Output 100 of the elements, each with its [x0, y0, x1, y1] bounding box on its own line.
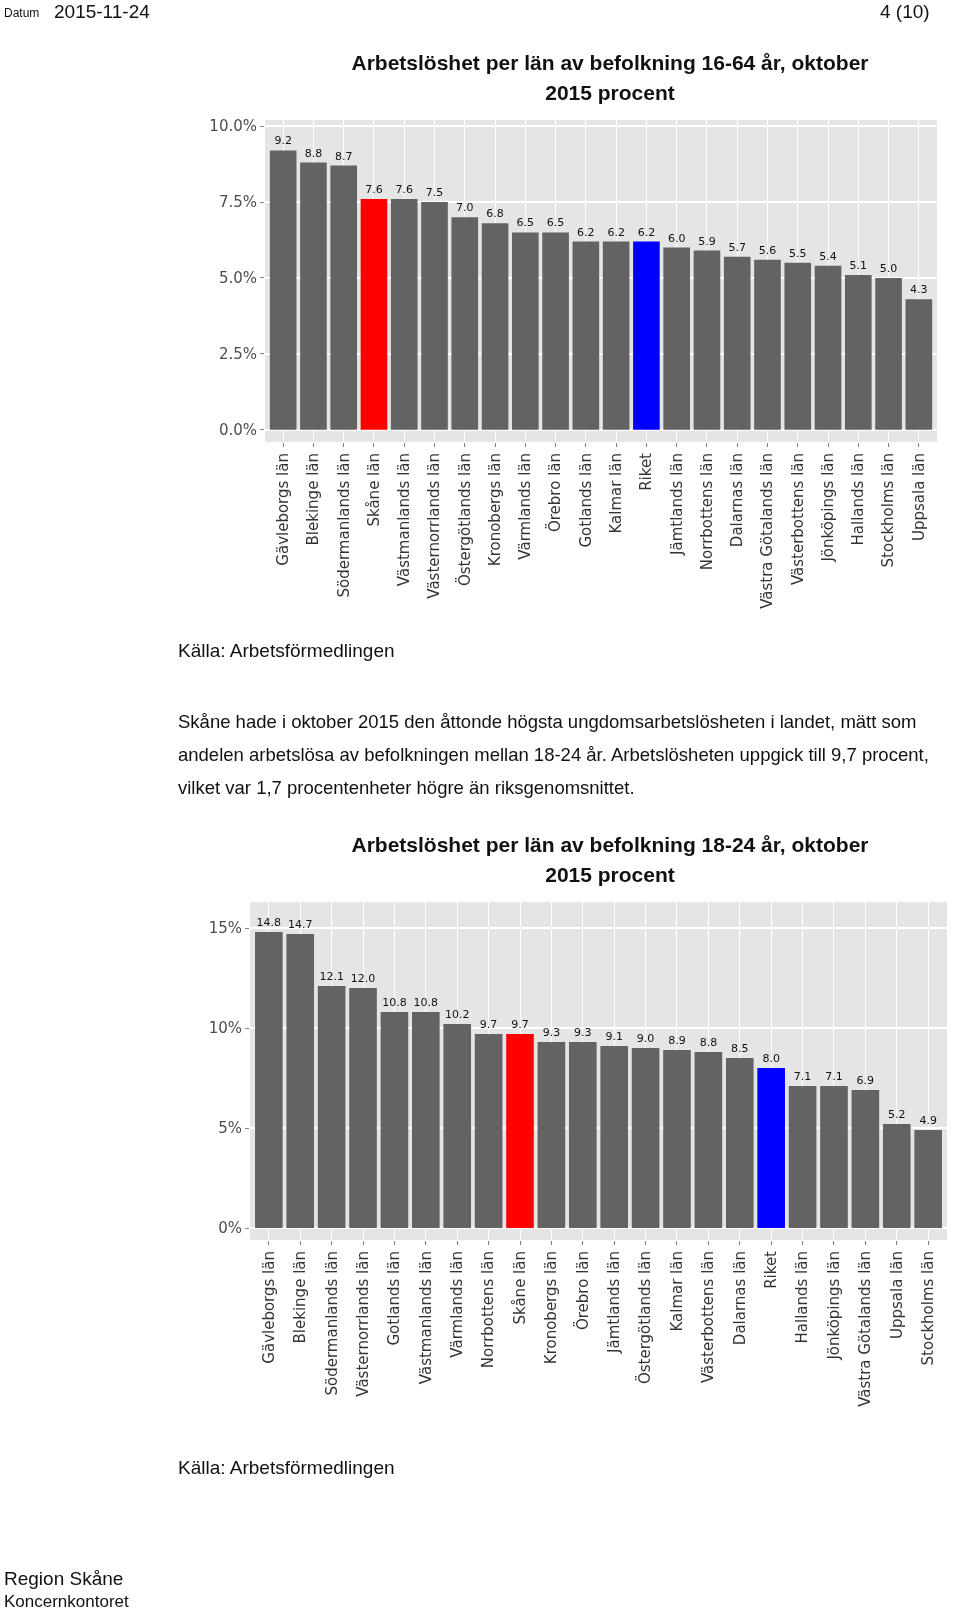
bar: [300, 162, 327, 430]
x-tick-label: Gotlands län: [576, 453, 595, 548]
bar: [349, 988, 377, 1228]
data-label: 4.3: [910, 283, 928, 297]
text: Region Skåne: [4, 1568, 124, 1590]
x-tick-label: Västmanlands län: [416, 1251, 435, 1385]
bar: [286, 934, 315, 1228]
x-tick-label: Jönköpings län: [824, 1251, 843, 1361]
chart-title: Arbetslöshet per län av befolkning 18-24 år, oktober 2015 procent: [350, 832, 870, 888]
text: 4 (10): [880, 1, 930, 23]
x-tick-label: Kronobergs län: [542, 1251, 561, 1365]
y-tick-label: 15%: [208, 919, 242, 938]
bar: [820, 1086, 848, 1228]
x-tick-label: Östergötlands län: [454, 453, 474, 587]
x-tick-label: Uppsala län: [887, 1251, 906, 1340]
bar: [663, 247, 690, 430]
x-tick-label: Örebro län: [545, 453, 565, 533]
x-tick-label: Västernorrlands län: [425, 453, 444, 599]
x-tick-label: Uppsala län: [909, 453, 928, 542]
data-label: 8.8: [699, 1036, 718, 1049]
bar: [421, 202, 448, 430]
bar: [693, 250, 721, 430]
x-tick-label: Värmlands län: [516, 453, 535, 560]
x-tick-label: Kalmar län: [667, 1251, 686, 1332]
data-label: 5.2: [888, 1108, 906, 1121]
data-label: 7.0: [456, 201, 474, 215]
data-label: 5.1: [849, 258, 868, 272]
x-tick-label: Stockholms län: [879, 453, 898, 568]
y-tick-label: 7.5%: [218, 193, 257, 212]
text: Källa: Arbetsförmedlingen: [178, 1457, 395, 1479]
data-label: 5.7: [728, 240, 746, 254]
x-tick-label: Västmanlands län: [395, 453, 414, 587]
data-label: 5.4: [819, 249, 837, 263]
data-label: 10.8: [413, 996, 439, 1009]
y-tick-label: 0.0%: [218, 421, 257, 440]
bar: [784, 262, 812, 430]
data-label: 7.5: [425, 186, 444, 200]
bar: [330, 165, 358, 430]
bar: [788, 1086, 817, 1228]
x-tick-label: Västerbottens län: [699, 1251, 718, 1384]
text: 2015-11-24: [54, 1, 150, 23]
x-tick-label: Dalarnas län: [728, 453, 747, 548]
text: Koncernkontoret: [4, 1592, 129, 1612]
bar: [631, 1048, 660, 1228]
x-tick-label: Skåne län: [510, 1251, 529, 1325]
y-tick-label: 0%: [218, 1219, 242, 1238]
x-tick-label: Gävleborgs län: [259, 1251, 278, 1364]
bar: [754, 259, 781, 430]
bar: [694, 1052, 723, 1228]
bar: [814, 265, 842, 430]
x-tick-label: Jönköpings län: [818, 453, 837, 563]
data-label: 12.1: [319, 970, 344, 983]
x-tick-label: Skåne län: [364, 453, 383, 527]
bar: [506, 1034, 534, 1228]
x-tick-label: Gotlands län: [385, 1251, 404, 1346]
bar: [412, 1012, 440, 1228]
text: Källa: Arbetsförmedlingen: [178, 640, 395, 662]
bar: [512, 232, 539, 430]
data-label: 5.9: [698, 234, 716, 248]
chart-title: Arbetslöshet per län av befolkning 16-64 år, oktober 2015 procent: [350, 50, 870, 106]
bar: [474, 1034, 503, 1228]
data-label: 9.1: [605, 1030, 623, 1043]
data-label: 4.9: [919, 1114, 937, 1127]
x-tick-label: Västernorrlands län: [353, 1251, 372, 1397]
bar: [572, 241, 600, 430]
data-label: 10.2: [444, 1008, 470, 1021]
x-tick-label: Västra Götalands län: [856, 1251, 875, 1407]
x-tick-label: Södermanlands län: [322, 1251, 341, 1396]
x-tick-label: Östergötlands län: [635, 1251, 655, 1385]
bar: [537, 1042, 566, 1228]
bar: [757, 1068, 785, 1228]
bar: [443, 1024, 472, 1228]
text: Skåne hade i oktober 2015 den åttonde högsta ungdomsarbetslösheten i landet, mätt som andelen arbetslösa av befolkningen mellan 18-24 år. Arbetslösheten uppgick till 9,7 procent, vilket var 1,7 procentenheter högre än riksgenomsnittet.: [178, 710, 930, 800]
bar: [851, 1090, 880, 1228]
data-label: 6.9: [856, 1074, 875, 1087]
data-label: 9.7: [479, 1018, 498, 1031]
bar: [317, 986, 346, 1228]
x-tick-label: Blekinge län: [291, 1251, 310, 1344]
text: Datum: [4, 6, 40, 20]
x-tick-label: Gävleborgs län: [274, 453, 293, 566]
x-tick-label: Kalmar län: [607, 453, 626, 534]
bar: [481, 223, 509, 430]
data-label: 5.5: [789, 246, 807, 260]
bar: [451, 217, 479, 430]
y-tick-label: 5%: [218, 1119, 242, 1138]
x-tick-label: Västra Götalands län: [758, 453, 777, 609]
x-tick-label: Hallands län: [849, 453, 868, 546]
x-tick-label: Södermanlands län: [334, 453, 353, 598]
data-label: 8.9: [668, 1034, 686, 1047]
bar: [875, 277, 902, 430]
data-label: 6.2: [637, 225, 656, 239]
data-label: 6.2: [607, 225, 625, 239]
bar: [663, 1050, 691, 1228]
bar: [905, 299, 933, 430]
data-label: 14.8: [256, 916, 282, 929]
data-label: 7.1: [793, 1070, 812, 1083]
data-label: 5.0: [879, 261, 898, 275]
data-label: 6.2: [577, 225, 595, 239]
data-label: 8.0: [762, 1052, 780, 1065]
bar: [390, 198, 418, 430]
